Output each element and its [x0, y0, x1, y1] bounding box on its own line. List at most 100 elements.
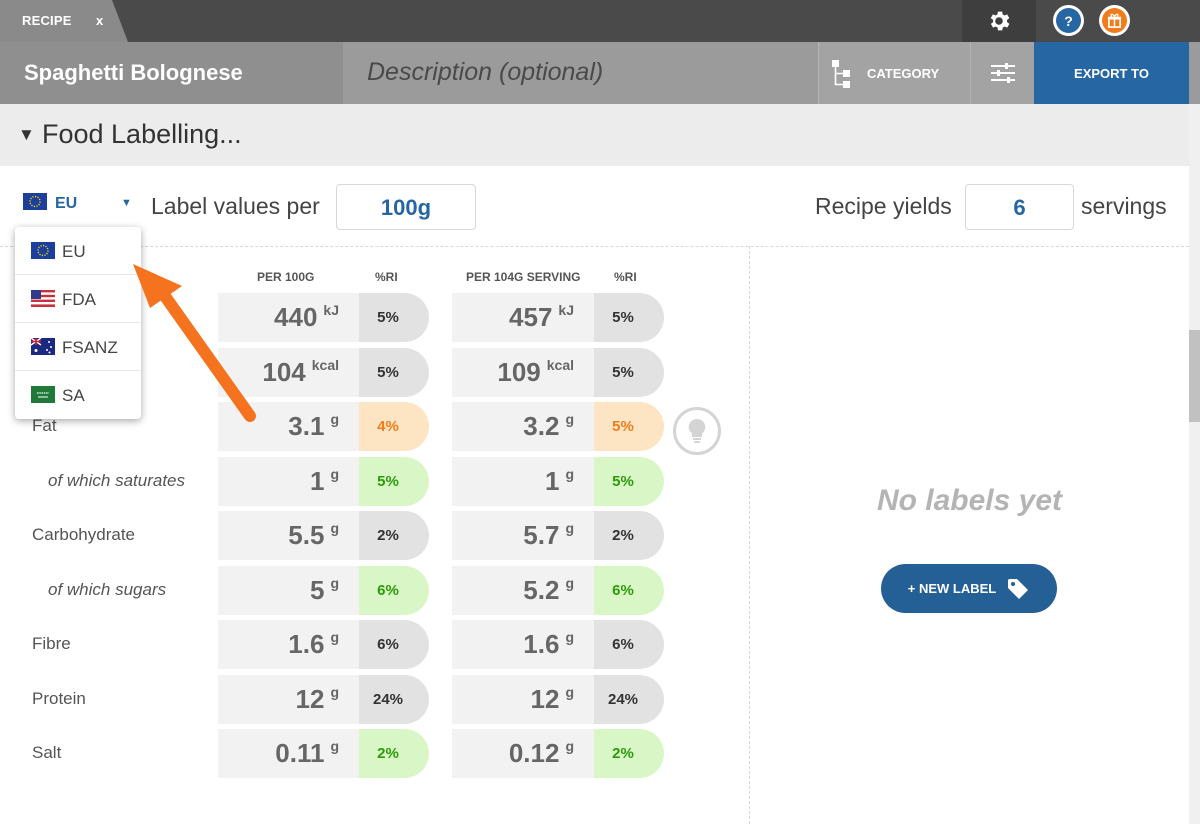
nutrient-value: 1.6 g [523, 629, 574, 660]
dropdown-option-fsanz[interactable]: FSANZ [15, 323, 141, 371]
per-100g-cell: 104 kcal [218, 348, 359, 397]
help-icon: ? [1056, 8, 1081, 33]
value-number: 0.11 [275, 738, 325, 768]
ri-badge: 6% [359, 566, 429, 615]
us-flag-icon [31, 290, 55, 307]
value-number: 5 [309, 575, 325, 605]
ri-badge: 6% [359, 620, 429, 669]
hint-button[interactable] [673, 407, 721, 455]
ri-serving-badge: 2% [594, 511, 664, 560]
value-unit: g [565, 411, 574, 427]
column-header-per-serving: PER 104G SERVING [466, 270, 581, 284]
ri-serving-badge: 5% [594, 293, 664, 342]
value-number: 5.7 [523, 520, 560, 550]
per-serving-cell: 5.7 g [452, 511, 594, 560]
help-button[interactable]: ? [1053, 5, 1084, 36]
tab-label: RECIPE [22, 13, 72, 28]
top-bar: RECIPE x ? [0, 0, 1200, 42]
gift-button[interactable] [1099, 5, 1130, 36]
nutrient-label: Fat [32, 416, 57, 435]
ri-serving-badge: 6% [594, 620, 664, 669]
value-number: 1.6 [288, 629, 325, 659]
new-label-text: + NEW LABEL [907, 581, 997, 596]
scrollbar-track[interactable] [1189, 104, 1200, 824]
settings-button[interactable] [962, 0, 1036, 42]
per-serving-cell: 12 g [452, 675, 594, 724]
dropdown-option-fda[interactable]: FDA [15, 275, 141, 323]
dropdown-option-label: EU [62, 242, 86, 261]
column-header-per-100g: PER 100G [257, 270, 315, 284]
ri-badge: 4% [359, 402, 429, 451]
value-unit: g [330, 684, 339, 700]
value-number: 1 [309, 466, 325, 496]
dropdown-option-sa[interactable]: SA [15, 371, 141, 419]
label-values-per-input[interactable]: 100g [336, 184, 476, 230]
per-100g-cell: 1.6 g [218, 620, 359, 669]
nutrient-value: 109 kcal [497, 357, 574, 388]
nutrient-value: 457 kJ [509, 302, 574, 333]
value-unit: g [565, 629, 574, 645]
tab-close-button[interactable]: x [96, 13, 104, 28]
export-button[interactable]: EXPORT TO [1034, 42, 1189, 104]
nutrient-value: 0.12 g [509, 738, 574, 769]
value-unit: kJ [323, 302, 339, 318]
new-label-button[interactable]: + NEW LABEL [881, 564, 1057, 613]
value-number: 457 [509, 302, 553, 332]
recipe-title[interactable]: Spaghetti Bolognese [0, 42, 343, 104]
description-input[interactable]: Description (optional) [343, 42, 818, 104]
category-button[interactable]: CATEGORY [818, 42, 970, 104]
scrollbar-thumb[interactable] [1189, 330, 1200, 422]
nutrient-value: 3.2 g [523, 411, 574, 442]
sa-flag-icon [31, 386, 55, 403]
collapse-arrow-icon[interactable]: ▼ [18, 125, 35, 144]
nutrient-label: Protein [32, 689, 86, 708]
ri-badge: 5% [359, 293, 429, 342]
food-labelling-section-header[interactable]: ▼ Food Labelling... [0, 104, 1189, 166]
value-unit: kcal [311, 357, 339, 373]
value-unit: g [565, 520, 574, 536]
dropdown-option-label: FSANZ [62, 338, 118, 357]
servings-input[interactable]: 6 [965, 184, 1074, 230]
nutrient-label: of which saturates [48, 471, 186, 490]
lightbulb-icon [688, 418, 706, 443]
ri-serving-badge: 24% [594, 675, 664, 724]
ri-badge: 24% [359, 675, 429, 724]
label-values-per-label: Label values per [151, 193, 320, 219]
region-dropdown-menu: EU FDA FSANZ SA [15, 227, 141, 419]
value-number: 1.6 [523, 629, 560, 659]
region-selector[interactable]: EU [23, 193, 77, 217]
per-serving-cell: 1.6 g [452, 620, 594, 669]
section-title: Food Labelling... [42, 119, 242, 149]
tab-shape [0, 0, 128, 42]
dropdown-option-eu[interactable]: EU [15, 227, 141, 275]
value-unit: g [330, 575, 339, 591]
per-serving-cell: 5.2 g [452, 566, 594, 615]
ri-badge: 5% [359, 457, 429, 506]
nutrient-value: 0.11 g [275, 738, 339, 769]
eu-flag-icon [23, 193, 47, 211]
recipe-header: Spaghetti Bolognese Description (optiona… [0, 42, 1200, 104]
value-number: 12 [295, 684, 325, 714]
ri-badge: 5% [359, 348, 429, 397]
nutrient-value: 3.1 g [288, 411, 339, 442]
value-number: 104 [262, 357, 306, 387]
value-unit: kJ [558, 302, 574, 318]
nutrient-value: 104 kcal [262, 357, 339, 388]
nutrient-label: of which sugars [48, 580, 167, 599]
value-number: 5.5 [288, 520, 325, 550]
dropdown-caret-icon[interactable]: ▼ [121, 197, 132, 209]
ri-serving-badge: 6% [594, 566, 664, 615]
filter-button[interactable] [970, 42, 1034, 104]
divider [0, 246, 1189, 247]
nutrient-label: Carbohydrate [32, 525, 136, 544]
per-serving-cell: 457 kJ [452, 293, 594, 342]
value-unit: kcal [546, 357, 574, 373]
ri-badge: 2% [359, 511, 429, 560]
value-number: 3.2 [523, 411, 560, 441]
value-unit: g [330, 629, 339, 645]
recipe-tab[interactable]: RECIPE x [0, 0, 130, 42]
value-unit: g [330, 411, 339, 427]
